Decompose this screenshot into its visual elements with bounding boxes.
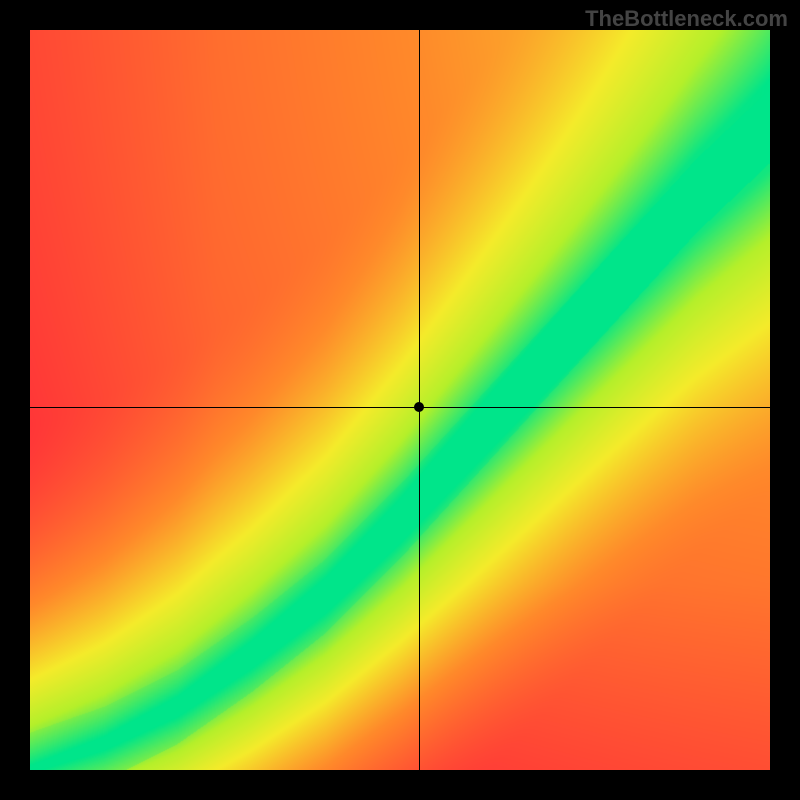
crosshair-horizontal <box>30 407 770 408</box>
watermark-text: TheBottleneck.com <box>585 6 788 32</box>
heatmap-chart <box>30 30 770 770</box>
crosshair-vertical <box>419 30 420 770</box>
crosshair-dot <box>414 402 424 412</box>
heatmap-canvas <box>30 30 770 770</box>
